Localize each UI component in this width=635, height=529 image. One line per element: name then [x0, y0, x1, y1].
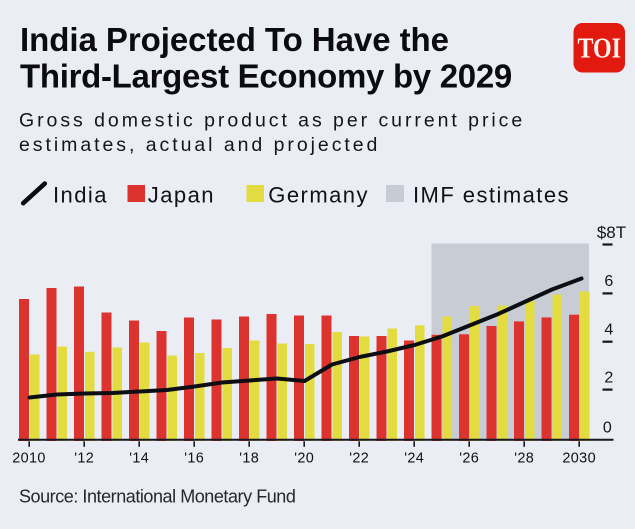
svg-text:2: 2 — [604, 370, 613, 387]
svg-text:Germany: Germany — [268, 182, 369, 207]
svg-text:Source: International Monetary: Source: International Monetary Fund — [19, 487, 295, 507]
svg-text:Japan: Japan — [148, 182, 215, 207]
svg-text:'12: '12 — [74, 451, 94, 467]
svg-text:2010: 2010 — [12, 451, 46, 467]
svg-text:'24: '24 — [404, 451, 424, 467]
svg-text:'16: '16 — [184, 451, 204, 467]
svg-text:'20: '20 — [294, 451, 314, 467]
svg-text:'28: '28 — [514, 451, 534, 467]
svg-text:0: 0 — [603, 420, 612, 437]
svg-text:India: India — [53, 182, 108, 207]
svg-text:TOI: TOI — [578, 33, 622, 64]
svg-text:India Projected To Have the: India Projected To Have the — [20, 21, 449, 58]
svg-text:$8T: $8T — [597, 223, 626, 242]
svg-text:2030: 2030 — [562, 451, 596, 467]
svg-text:Third-Largest Economy by 2029: Third-Largest Economy by 2029 — [20, 58, 512, 95]
svg-text:estimates, actual and projecte: estimates, actual and projected — [19, 134, 380, 156]
svg-text:'26: '26 — [459, 451, 479, 467]
svg-text:'18: '18 — [239, 451, 259, 467]
svg-text:'14: '14 — [129, 451, 149, 467]
svg-text:6: 6 — [604, 273, 613, 290]
svg-text:Gross domestic product as per: Gross domestic product as per current pr… — [19, 110, 525, 132]
svg-text:IMF estimates: IMF estimates — [413, 182, 570, 207]
svg-text:'22: '22 — [349, 451, 369, 467]
svg-text:4: 4 — [604, 322, 613, 339]
